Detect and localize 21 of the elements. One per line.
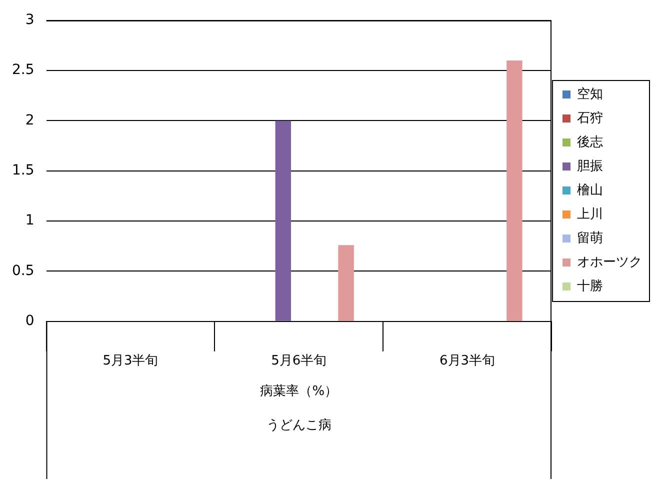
x-tick-label: 6月3半旬 (440, 354, 496, 369)
y-tick-label: 1.5 (12, 162, 34, 179)
y-tick-label: 1 (25, 212, 34, 229)
x-tick-label: 5月3半旬 (102, 354, 158, 369)
y-tick-label: 0.5 (12, 262, 34, 279)
text: うどんこ病 (266, 418, 332, 433)
y-tick-label: 3 (25, 12, 34, 28)
x-axis-title: 病葉率（%） (260, 382, 338, 399)
x-tick-label: 5月6半旬 (271, 354, 327, 369)
legend-label: 空知 (577, 86, 603, 102)
legend-label: 胆振 (577, 158, 603, 174)
legend-label: 檜山 (577, 182, 603, 198)
legend-label: 石狩 (577, 110, 603, 126)
legend-label: 後志 (577, 134, 603, 150)
y-tick-label: 2 (25, 112, 34, 128)
legend-label: 十勝 (577, 278, 603, 294)
y-tick-label: 2.5 (12, 62, 34, 78)
y-tick-label: 0 (25, 313, 34, 330)
legend-label: 留萌 (577, 230, 603, 246)
legend-label: 上川 (577, 206, 603, 222)
legend-label: オホーツク (577, 254, 642, 270)
